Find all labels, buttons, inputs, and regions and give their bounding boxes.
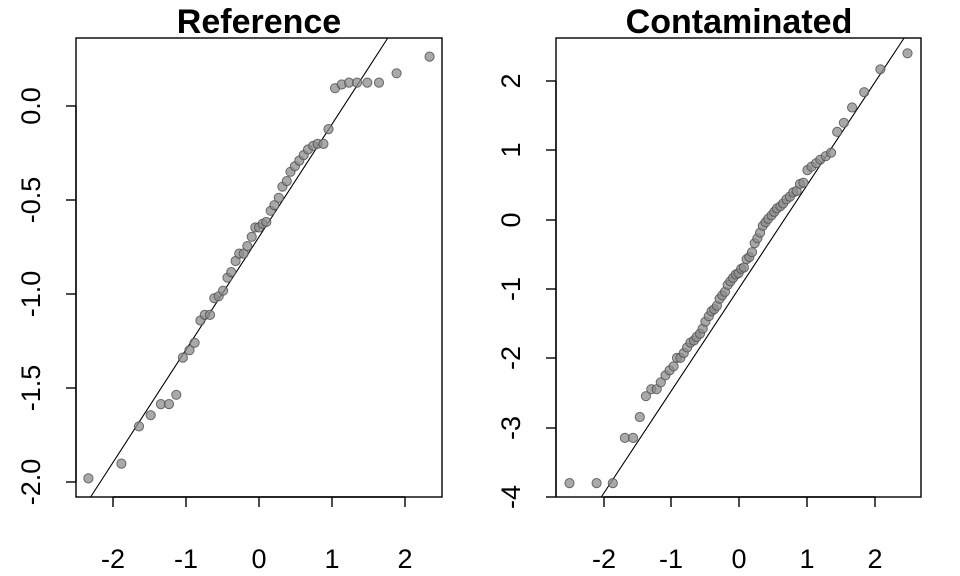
- reference-data-point: [177, 352, 188, 363]
- contaminated-x-tick-label: -2: [592, 544, 616, 574]
- reference-x-axis: -2 -1 0 1 2: [101, 496, 413, 574]
- reference-data-point: [281, 176, 292, 187]
- contaminated-data-point: [628, 432, 639, 443]
- contaminated-x-tick-label: -1: [659, 544, 683, 574]
- reference-title: Reference: [177, 3, 341, 41]
- contaminated-data-point: [607, 478, 618, 489]
- reference-data-point: [171, 389, 182, 400]
- contaminated-data-point: [832, 126, 843, 137]
- contaminated-y-tick-label: 2: [496, 73, 526, 88]
- reference-data-point: [391, 68, 402, 79]
- reference-data-point: [145, 410, 156, 421]
- contaminated-y-tick-label: -3: [496, 416, 526, 440]
- reference-data-point: [189, 337, 200, 348]
- contaminated-data-point: [668, 361, 679, 372]
- contaminated-y-tick-label: -2: [496, 346, 526, 370]
- reference-y-tick-label: -1.5: [16, 365, 46, 412]
- reference-data-point: [246, 231, 257, 242]
- contaminated-data-point: [838, 117, 850, 128]
- reference-data-point: [318, 138, 329, 149]
- reference-plot-frame: [75, 37, 443, 498]
- reference-y-tick-label: -1.0: [16, 271, 46, 318]
- reference-x-tick-label: -2: [101, 544, 125, 574]
- reference-data-point: [226, 267, 237, 278]
- contaminated-y-tick-label: 0: [496, 212, 526, 227]
- contaminated-data-point: [826, 147, 837, 158]
- reference-x-tick-label: 0: [251, 544, 266, 574]
- contaminated-y-tick-label: -1: [496, 277, 526, 301]
- reference-data-point: [218, 285, 229, 296]
- contaminated-data-point: [591, 478, 602, 489]
- contaminated-data-point: [859, 87, 870, 98]
- contaminated-x-tick-label: 0: [731, 544, 746, 574]
- contaminated-data-point: [640, 391, 652, 402]
- reference-data-point: [362, 77, 373, 88]
- contaminated-data-point: [875, 64, 886, 75]
- contaminated-x-tick-label: 2: [867, 544, 882, 574]
- reference-data-point: [204, 309, 216, 320]
- contaminated-y-tick-label: -4: [496, 485, 526, 509]
- reference-data-point: [133, 421, 145, 432]
- reference-data-point: [424, 51, 435, 62]
- contaminated-data-point: [634, 411, 645, 423]
- reference-panel: Reference -2 -1 0 1 2 -2.0 -1.5 -1.0 -0.…: [16, 3, 443, 574]
- contaminated-data-point: [655, 377, 666, 388]
- contaminated-data-point: [847, 102, 858, 113]
- contaminated-qq-line: [600, 37, 905, 498]
- contaminated-data-point: [738, 262, 750, 273]
- contaminated-data-point: [902, 48, 913, 59]
- reference-y-axis: -2.0 -1.5 -1.0 -0.5 0.0: [16, 87, 77, 506]
- reference-data-point: [352, 77, 363, 88]
- contaminated-data-point: [746, 247, 758, 258]
- reference-data-point: [116, 458, 127, 469]
- reference-points: [83, 51, 435, 484]
- reference-x-tick-label: 1: [324, 544, 339, 574]
- reference-x-tick-label: 2: [397, 544, 412, 574]
- reference-x-tick-label: -1: [174, 544, 198, 574]
- reference-qq-line: [90, 37, 389, 498]
- reference-data-point: [373, 77, 385, 88]
- reference-data-point: [83, 473, 94, 484]
- reference-data-point: [184, 345, 195, 356]
- reference-data-point: [242, 241, 253, 252]
- reference-data-point: [323, 124, 334, 135]
- reference-y-tick-label: -2.0: [16, 459, 46, 506]
- contaminated-points: [564, 48, 913, 489]
- contaminated-y-axis: -4 -3 -2 -1 0 1 2: [496, 73, 557, 509]
- contaminated-panel: Contaminated -2 -1 0 1 2 -4 -3 -2: [496, 3, 922, 574]
- contaminated-data-point: [564, 478, 575, 489]
- reference-data-point: [163, 399, 175, 410]
- contaminated-title: Contaminated: [626, 3, 853, 41]
- contaminated-y-tick-label: 1: [496, 142, 526, 157]
- reference-y-tick-label: -0.5: [16, 177, 46, 224]
- reference-data-point: [269, 200, 280, 211]
- reference-data-point: [261, 216, 272, 228]
- reference-data-point: [273, 192, 284, 203]
- reference-y-tick-label: 0.0: [16, 87, 46, 125]
- contaminated-x-tick-label: 1: [799, 544, 814, 574]
- contaminated-data-point: [798, 177, 809, 188]
- contaminated-x-axis: -2 -1 0 1 2: [592, 496, 883, 574]
